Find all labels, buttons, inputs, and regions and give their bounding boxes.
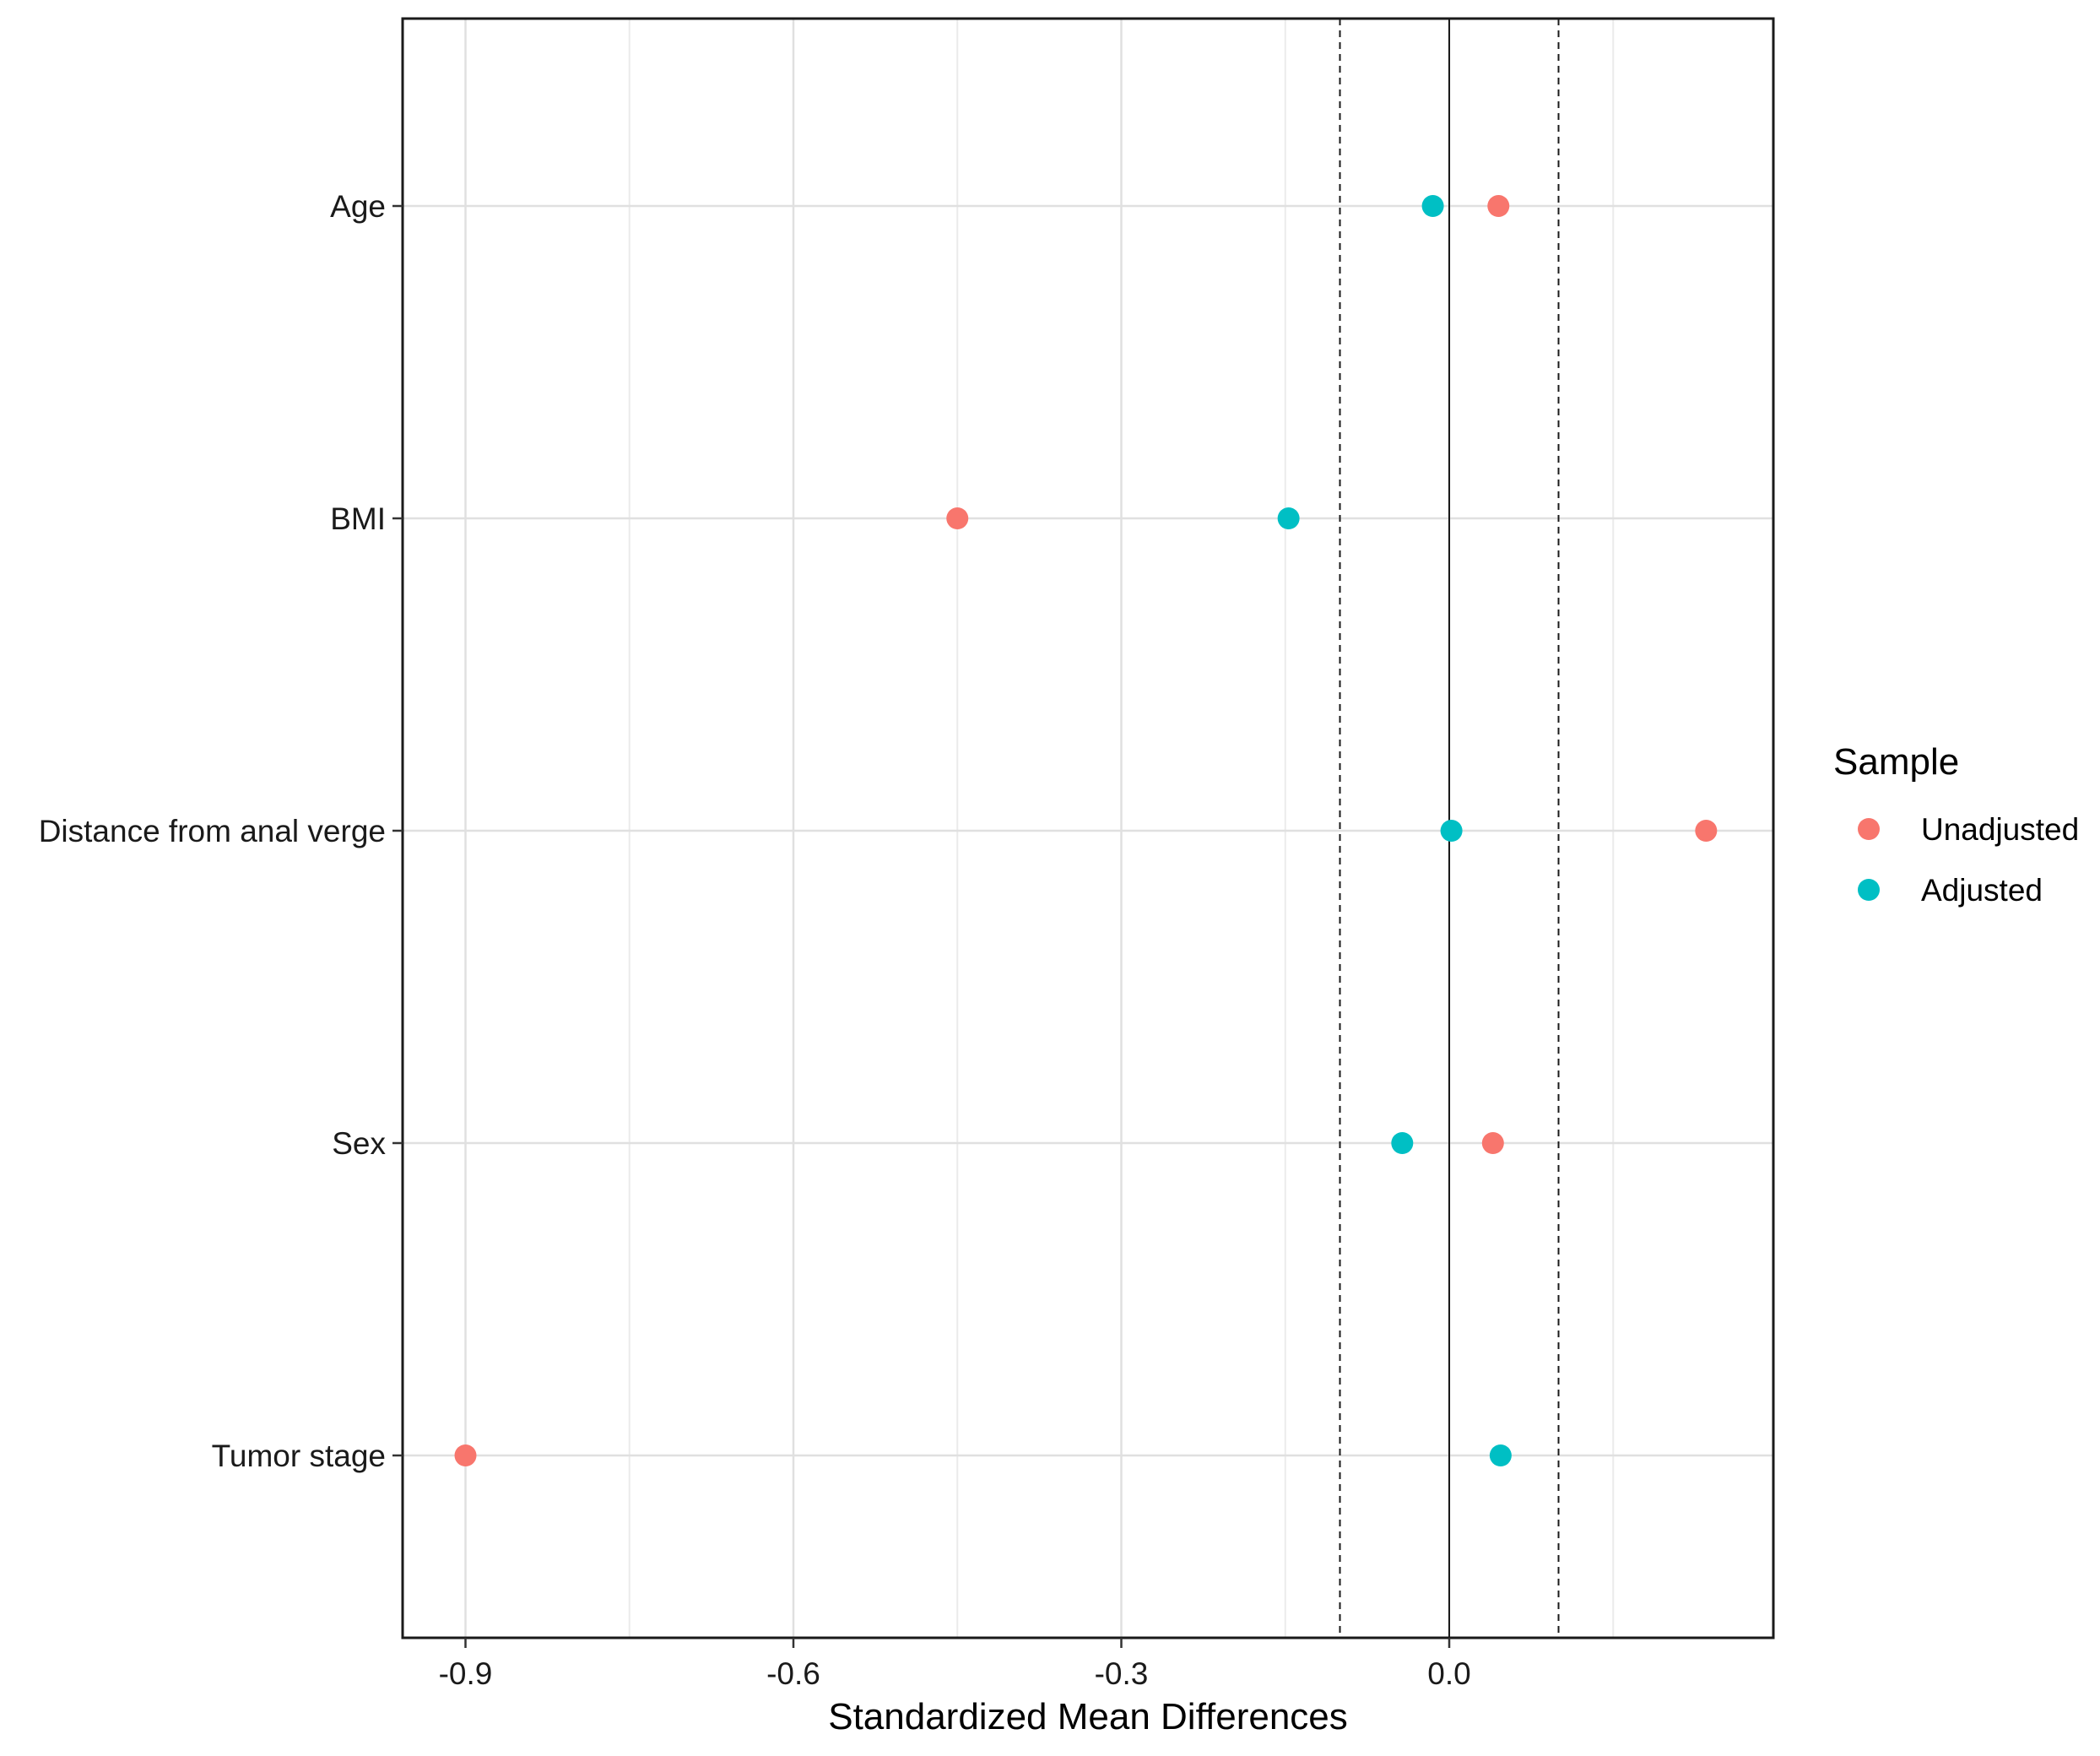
legend-key-adjusted <box>1858 879 1880 901</box>
point-adjusted-age <box>1421 195 1444 217</box>
x-axis: -0.9 -0.6 -0.3 0.0 <box>439 1638 1471 1691</box>
y-tick-label: Distance from anal verge <box>39 814 386 848</box>
x-tick-label: -0.3 <box>1095 1656 1149 1691</box>
point-unadjusted-distance-from-anal-verge <box>1695 820 1718 842</box>
x-tick-label: 0.0 <box>1427 1656 1470 1691</box>
y-tick-label: BMI <box>330 501 386 536</box>
series-adjusted <box>1277 195 1512 1466</box>
legend-title: Sample <box>1833 741 1959 783</box>
data-points <box>454 195 1718 1466</box>
point-unadjusted-tumor-stage <box>454 1444 477 1466</box>
x-tick-label: -0.6 <box>766 1656 820 1691</box>
point-adjusted-tumor-stage <box>1489 1444 1512 1466</box>
plot-panel-border <box>401 17 1775 1639</box>
y-tick-label: Age <box>330 189 386 224</box>
point-adjusted-sex <box>1391 1132 1414 1154</box>
legend-label-unadjusted: Unadjusted <box>1921 812 2079 847</box>
point-unadjusted-sex <box>1481 1132 1504 1154</box>
series-unadjusted <box>454 195 1718 1466</box>
point-unadjusted-age <box>1487 195 1510 217</box>
y-tick-label: Sex <box>332 1126 386 1161</box>
y-axis: Age BMI Distance from anal verge Sex Tumor s… <box>39 189 403 1473</box>
x-axis-title: Standardized Mean Differences <box>828 1696 1348 1737</box>
grid <box>403 19 1773 1638</box>
y-tick-label: Tumor stage <box>212 1439 386 1473</box>
legend-key-unadjusted <box>1858 818 1880 840</box>
point-unadjusted-bmi <box>946 507 969 529</box>
legend-label-adjusted: Adjusted <box>1921 873 2043 908</box>
point-adjusted-distance-from-anal-verge <box>1440 820 1463 842</box>
point-adjusted-bmi <box>1277 507 1300 529</box>
x-tick-label: -0.9 <box>439 1656 493 1691</box>
legend: Sample Unadjusted Adjusted <box>1833 741 2079 908</box>
